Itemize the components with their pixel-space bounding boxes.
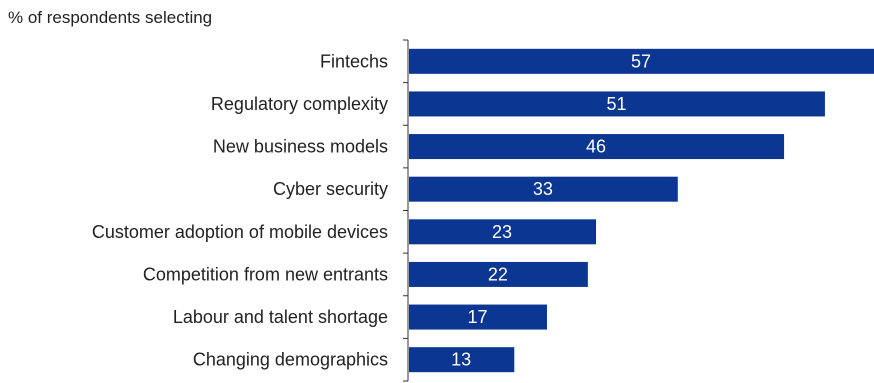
data-label: 46 xyxy=(586,137,606,157)
data-label: 13 xyxy=(451,350,471,370)
category-label: Fintechs xyxy=(320,51,388,71)
category-label: Regulatory complexity xyxy=(211,94,388,114)
category-label: Competition from new entrants xyxy=(143,264,388,284)
axis-ticks xyxy=(403,39,408,382)
bar xyxy=(409,347,515,373)
bar xyxy=(409,304,547,330)
bar xyxy=(409,134,785,160)
category-label: Changing demographics xyxy=(193,350,388,370)
chart-title: % of respondents selecting xyxy=(8,8,213,27)
value-labels: 57 51 46 33 23 22 17 13 xyxy=(451,51,651,369)
data-label: 23 xyxy=(492,222,512,242)
bar xyxy=(409,91,825,117)
data-label: 51 xyxy=(606,94,626,114)
bar xyxy=(409,176,678,202)
bar xyxy=(409,219,597,245)
data-label: 17 xyxy=(467,307,487,327)
category-label: New business models xyxy=(213,137,388,157)
data-label: 22 xyxy=(488,264,508,284)
category-label: Customer adoption of mobile devices xyxy=(92,222,388,242)
bar xyxy=(409,261,588,287)
bar xyxy=(409,48,874,74)
bars-group xyxy=(409,48,874,373)
category-labels: Fintechs Regulatory complexity New busines… xyxy=(92,51,388,369)
data-label: 57 xyxy=(631,51,651,71)
category-label: Labour and talent shortage xyxy=(173,307,388,327)
category-label: Cyber security xyxy=(273,179,388,199)
data-label: 33 xyxy=(533,179,553,199)
